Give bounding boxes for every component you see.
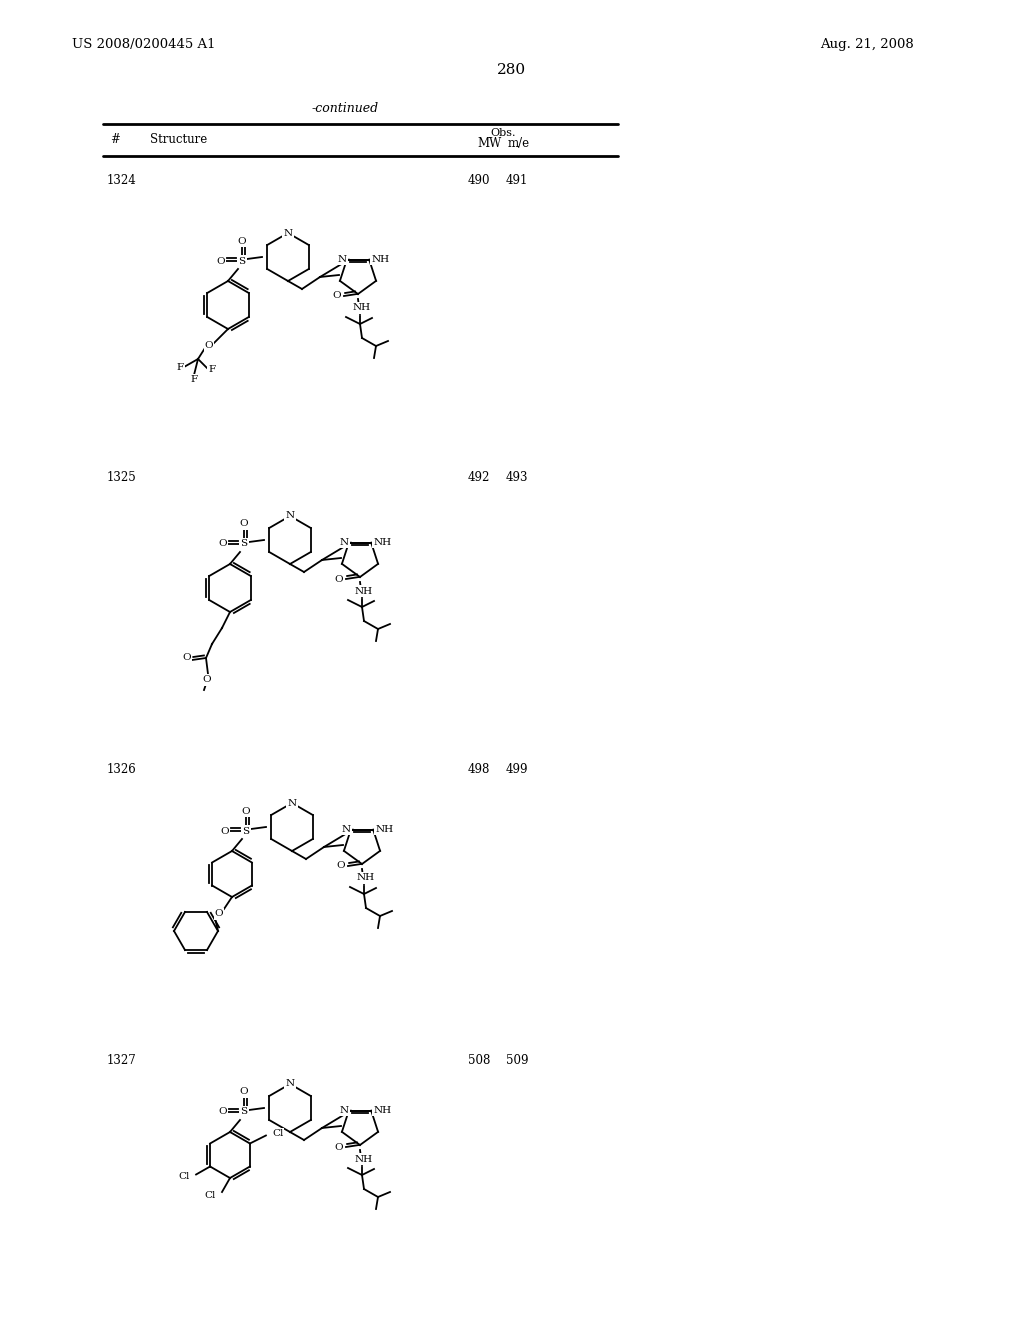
Text: N: N [340,539,349,546]
Text: N: N [338,255,347,264]
Text: N: N [286,511,295,520]
Text: O: O [215,909,223,919]
Text: O: O [221,826,229,836]
Text: O: O [333,292,341,301]
Text: NH: NH [357,874,375,883]
Text: O: O [219,1107,227,1117]
Text: -continued: -continued [311,102,379,115]
Text: O: O [217,256,225,265]
Text: US 2008/0200445 A1: US 2008/0200445 A1 [72,38,215,51]
Text: 493: 493 [506,471,528,484]
Text: 509: 509 [506,1053,528,1067]
Text: 1327: 1327 [106,1053,137,1067]
Text: O: O [242,807,250,816]
Text: NH: NH [373,1106,391,1115]
Text: 490: 490 [468,174,490,187]
Text: Aug. 21, 2008: Aug. 21, 2008 [820,38,913,51]
Text: S: S [243,826,250,836]
Text: Obs.: Obs. [490,128,515,139]
Text: NH: NH [373,539,391,546]
Text: F: F [209,364,216,374]
Text: MW: MW [477,137,502,150]
Text: 1325: 1325 [106,471,137,484]
Text: O: O [205,342,213,351]
Text: NH: NH [355,1155,373,1163]
Text: NH: NH [355,586,373,595]
Text: O: O [240,1088,248,1097]
Text: 1324: 1324 [106,174,137,187]
Text: 280: 280 [498,63,526,77]
Text: O: O [219,540,227,549]
Text: 492: 492 [468,471,490,484]
Text: O: O [203,676,211,685]
Text: F: F [190,375,198,384]
Text: NH: NH [353,304,371,313]
Text: N: N [340,1106,349,1115]
Text: N: N [288,799,297,808]
Text: O: O [335,1143,343,1151]
Text: m/e: m/e [508,137,530,150]
Text: S: S [241,540,248,549]
Text: N: N [342,825,351,834]
Text: Structure: Structure [150,133,207,147]
Text: Cl: Cl [205,1192,216,1200]
Text: O: O [240,520,248,528]
Text: NH: NH [371,255,389,264]
Text: O: O [335,574,343,583]
Text: 499: 499 [506,763,528,776]
Text: O: O [238,236,247,246]
Text: NH: NH [375,825,393,834]
Text: Cl: Cl [272,1129,284,1138]
Text: #: # [110,133,120,147]
Text: O: O [182,652,191,661]
Text: F: F [176,363,183,372]
Text: 498: 498 [468,763,490,776]
Text: S: S [239,256,246,265]
Text: O: O [337,862,345,870]
Text: Cl: Cl [179,1172,190,1181]
Text: S: S [241,1107,248,1117]
Text: N: N [284,228,293,238]
Text: N: N [286,1080,295,1089]
Text: 1326: 1326 [106,763,137,776]
Text: 491: 491 [506,174,528,187]
Text: 508: 508 [468,1053,490,1067]
